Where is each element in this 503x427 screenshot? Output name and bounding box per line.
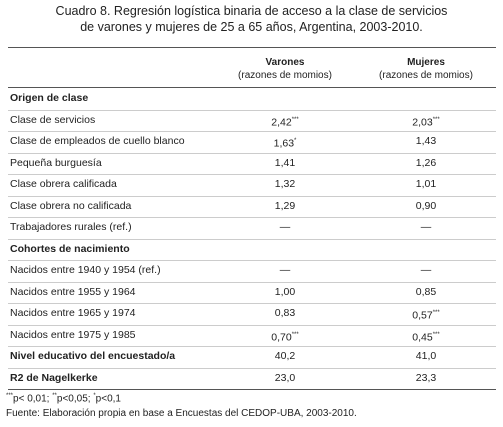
significance-mark: *** bbox=[291, 331, 299, 338]
cell-value: 1,01 bbox=[356, 174, 496, 195]
cell-value: 40,2 bbox=[215, 346, 355, 367]
value: 1,41 bbox=[274, 156, 296, 169]
row-label: Nacidos entre 1975 y 1985 bbox=[10, 328, 136, 341]
rule bbox=[8, 195, 496, 197]
value: 1,63 bbox=[273, 137, 295, 150]
row-label: Nivel educativo del encuestado/a bbox=[10, 350, 176, 362]
rule bbox=[8, 238, 496, 240]
cell-value: 0,45*** bbox=[356, 325, 496, 349]
value: 23,3 bbox=[415, 371, 437, 384]
cell-value: 1,63* bbox=[215, 131, 355, 155]
value: 2,03 bbox=[412, 116, 433, 128]
value: 1,43 bbox=[415, 135, 437, 147]
cell-value: 23,3 bbox=[356, 368, 496, 389]
value: 2,42 bbox=[271, 116, 292, 128]
cell-value: 1,43 bbox=[356, 131, 496, 152]
cell-value: 0,83 bbox=[215, 303, 355, 324]
significance-text: p<0,1 bbox=[95, 393, 121, 405]
row-label: Pequeña burguesía bbox=[10, 156, 102, 169]
value: — bbox=[420, 221, 432, 233]
column-subheader: (razones de momios) bbox=[238, 70, 332, 81]
rule bbox=[8, 131, 496, 132]
significance-note: ***p< 0,01; **p<0,05; *p<0,1 bbox=[6, 393, 121, 404]
value: 0,90 bbox=[415, 199, 437, 212]
rule bbox=[8, 346, 496, 347]
value: — bbox=[420, 264, 432, 276]
significance-text: p< 0,01; bbox=[13, 393, 50, 405]
cell-value: 2,03*** bbox=[356, 110, 496, 134]
significance-mark: *** bbox=[432, 310, 440, 316]
rule bbox=[8, 47, 496, 48]
significance-mark: *** bbox=[432, 116, 440, 123]
cell-value: 0,70*** bbox=[215, 325, 355, 349]
cell-value: 1,41 bbox=[215, 153, 355, 174]
rule bbox=[8, 87, 496, 88]
cell-value: 0,85 bbox=[356, 282, 496, 303]
significance-mark: *** bbox=[291, 116, 299, 123]
rule bbox=[8, 152, 496, 154]
value: 1,26 bbox=[415, 156, 437, 169]
rule bbox=[8, 109, 496, 111]
cell-value: — bbox=[356, 217, 496, 238]
value: — bbox=[279, 264, 291, 276]
rule bbox=[8, 260, 496, 261]
significance-text: p<0,05; bbox=[56, 393, 91, 405]
rule bbox=[8, 174, 496, 175]
row-label: Cohortes de nacimiento bbox=[10, 242, 130, 255]
value: 1,00 bbox=[274, 285, 296, 298]
cell-value: — bbox=[356, 260, 496, 281]
rule bbox=[8, 324, 496, 326]
column-header: Varones bbox=[265, 57, 305, 68]
significance-mark: ** bbox=[52, 393, 57, 399]
column-header: Mujeres bbox=[407, 57, 445, 68]
row-label: Clase obrera calificada bbox=[10, 178, 117, 190]
significance-mark: * bbox=[93, 393, 96, 399]
value: 1,01 bbox=[415, 178, 437, 190]
significance-mark: * bbox=[294, 138, 297, 144]
significance-mark: *** bbox=[432, 331, 440, 338]
row-label: R2 de Nagelkerke bbox=[10, 371, 98, 384]
value: 0,57 bbox=[412, 309, 433, 322]
row-label: Origen de clase bbox=[10, 92, 89, 104]
title-line: Cuadro 8. Regresión logística binaria de… bbox=[55, 4, 448, 18]
value: 0,45 bbox=[412, 331, 433, 343]
value: 23,0 bbox=[274, 371, 296, 384]
row-label: Nacidos entre 1965 y 1974 bbox=[10, 307, 136, 319]
row-label: Trabajadores rurales (ref.) bbox=[10, 221, 132, 233]
row-label: Nacidos entre 1940 y 1954 (ref.) bbox=[10, 264, 161, 276]
value: 1,32 bbox=[274, 178, 296, 190]
row-label: Clase de empleados de cuello blanco bbox=[10, 135, 185, 147]
column-subheader: (razones de momios) bbox=[379, 70, 473, 81]
row-label: Nacidos entre 1955 y 1964 bbox=[10, 285, 136, 298]
value: 40,2 bbox=[274, 350, 296, 362]
rule bbox=[8, 281, 496, 283]
cell-value: 1,32 bbox=[215, 174, 355, 195]
value: 0,85 bbox=[415, 285, 437, 298]
cell-value: 41,0 bbox=[356, 346, 496, 367]
cell-value: 0,57*** bbox=[356, 303, 496, 327]
rule bbox=[8, 367, 496, 369]
value: 0,83 bbox=[274, 307, 296, 319]
source-note: Fuente: Elaboración propia en base a Enc… bbox=[6, 408, 357, 419]
cell-value: — bbox=[215, 217, 355, 238]
title-line: de varones y mujeres de 25 a 65 años, Ar… bbox=[80, 20, 423, 34]
cell-value: 1,29 bbox=[215, 196, 355, 217]
row-label: Clase obrera no calificada bbox=[10, 199, 132, 212]
cell-value: — bbox=[215, 260, 355, 281]
rule bbox=[8, 217, 496, 218]
cell-value: 23,0 bbox=[215, 368, 355, 389]
value: — bbox=[279, 221, 291, 233]
significance-mark: *** bbox=[6, 393, 14, 399]
cell-value: 1,00 bbox=[215, 282, 355, 303]
value: 1,29 bbox=[274, 199, 296, 212]
cell-value: 2,42*** bbox=[215, 110, 355, 134]
cell-value: 1,26 bbox=[356, 153, 496, 174]
row-label: Clase de servicios bbox=[10, 113, 96, 126]
rule bbox=[8, 389, 496, 390]
cell-value: 0,90 bbox=[356, 196, 496, 217]
value: 0,70 bbox=[271, 331, 292, 343]
value: 41,0 bbox=[415, 350, 437, 362]
rule bbox=[8, 303, 496, 304]
